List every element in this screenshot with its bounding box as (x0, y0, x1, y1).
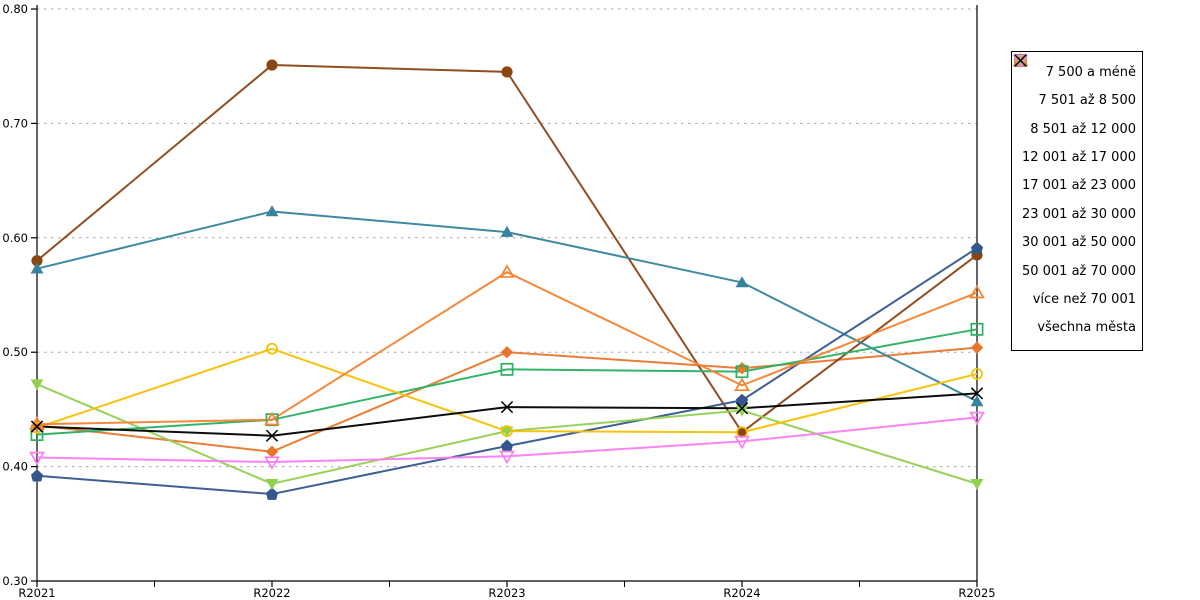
x-tick-label: R2024 (723, 586, 760, 600)
x-tick-label: R2021 (18, 586, 55, 600)
data-point-marker (736, 393, 748, 407)
data-point-marker (266, 59, 278, 71)
x-marker-icon (1014, 54, 1027, 67)
data-point-marker (970, 341, 984, 354)
data-point-marker (501, 66, 513, 78)
series-line (36, 271, 978, 426)
data-point-marker (265, 429, 279, 442)
data-point-marker (735, 276, 749, 288)
legend-item: 8 501 až 12 000 (1014, 54, 1136, 143)
legend-item: všechna města (1014, 54, 1136, 342)
legend-item: 17 001 až 23 000 (1014, 55, 1136, 200)
data-point-marker (31, 255, 43, 267)
data-point-marker (31, 469, 43, 482)
legend-label: všechna města (1037, 320, 1136, 336)
data-point-marker (500, 426, 514, 438)
data-point-marker (501, 425, 513, 437)
data-point-marker (970, 478, 984, 490)
data-point-marker (969, 411, 985, 426)
triangle-down-marker-icon (1012, 54, 1029, 69)
data-point-marker (266, 342, 278, 355)
legend-label: 8 501 až 12 000 (1030, 121, 1136, 137)
data-point-marker (735, 365, 749, 379)
data-point-marker (971, 368, 983, 380)
series-line (36, 64, 978, 434)
data-point-marker (30, 420, 44, 433)
legend-label: 17 001 až 23 000 (1021, 178, 1136, 194)
series-line (36, 416, 978, 464)
data-point-marker (30, 379, 44, 391)
legend-marker-icon (1014, 54, 1027, 67)
legend-marker-icon (1012, 54, 1029, 69)
data-point-marker (735, 362, 749, 375)
legend-label: 30 001 až 50 000 (1021, 235, 1136, 251)
data-point-marker (29, 451, 45, 466)
data-point-marker (735, 402, 749, 415)
data-point-marker (736, 426, 748, 438)
data-point-marker (734, 377, 750, 392)
data-point-marker (265, 205, 279, 217)
legend-label: 23 001 až 30 000 (1021, 206, 1136, 222)
data-point-marker (970, 322, 984, 336)
data-point-marker (264, 456, 280, 470)
data-point-marker (500, 346, 514, 359)
data-point-marker (499, 264, 515, 278)
x-tick-label: R2023 (488, 586, 525, 600)
legend-item: 7 501 až 8 500 (1014, 54, 1137, 114)
y-tick-label: 0.80 (2, 2, 28, 16)
legend: 7 500 a méně 7 501 až 8 500 8 501 až 12 00… (1011, 51, 1143, 351)
data-point-marker (265, 478, 279, 490)
data-point-marker (970, 395, 984, 407)
data-point-marker (501, 439, 513, 452)
data-point-marker (499, 450, 515, 465)
legend-item: 23 001 až 30 000 (1014, 54, 1136, 228)
y-tick-label: 0.40 (2, 460, 28, 474)
data-point-marker (971, 241, 983, 254)
legend-item: více než 70 001 (1012, 54, 1136, 313)
y-tick-label: 0.30 (2, 574, 28, 588)
data-point-marker (500, 362, 514, 376)
legend-item: 12 001 až 17 000 (1014, 54, 1136, 171)
legend-label: 12 001 až 17 000 (1021, 149, 1136, 165)
legend-label: více než 70 001 (1032, 291, 1136, 307)
legend-label: 7 501 až 8 500 (1038, 93, 1137, 109)
data-point-marker (266, 487, 278, 500)
legend-item: 7 500 a méně (1014, 54, 1136, 86)
data-point-marker (500, 225, 514, 237)
data-point-marker (735, 405, 749, 417)
x-tick-label: R2025 (958, 586, 995, 600)
series-line (36, 328, 978, 436)
data-point-marker (970, 387, 984, 400)
legend-item: 50 001 až 70 000 (1012, 52, 1136, 285)
legend-label: 50 001 až 70 000 (1021, 263, 1136, 279)
data-point-marker (969, 284, 985, 299)
data-point-marker (264, 411, 280, 426)
x-tick-label: R2022 (253, 586, 290, 600)
y-tick-label: 0.50 (2, 345, 28, 359)
data-point-marker (265, 445, 279, 458)
data-point-marker (500, 400, 514, 414)
y-tick-label: 0.70 (2, 116, 28, 130)
legend-item: 30 001 až 50 000 (1014, 54, 1136, 256)
data-point-marker (30, 262, 44, 274)
series-line (36, 210, 978, 403)
y-tick-label: 0.60 (2, 231, 28, 245)
legend-label: 7 500 a méně (1045, 64, 1136, 80)
data-point-marker (734, 435, 750, 450)
